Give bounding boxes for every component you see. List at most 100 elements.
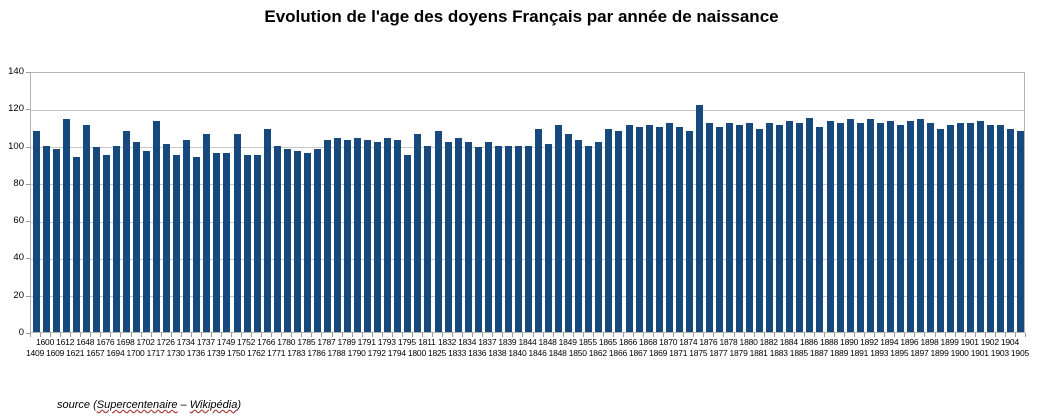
bar <box>424 145 432 332</box>
x-axis-tick <box>120 333 122 337</box>
bar <box>404 154 412 332</box>
x-axis-label: 1866 <box>608 348 627 358</box>
x-axis-label: 1865 <box>598 337 617 347</box>
x-axis-tick <box>321 333 323 337</box>
x-axis-label: 1882 <box>759 337 778 347</box>
x-axis-label: 1894 <box>880 337 899 347</box>
x-axis-label: 1766 <box>257 337 276 347</box>
bar <box>726 123 733 332</box>
x-axis-tick <box>683 333 685 337</box>
bar <box>283 149 291 332</box>
x-axis-label: 1905 <box>1010 348 1030 358</box>
chart-title: Evolution de l'age des doyens Français p… <box>264 7 779 26</box>
bar <box>344 139 352 332</box>
x-axis-tick <box>421 333 423 337</box>
x-axis-tick <box>60 333 62 337</box>
x-axis-tick <box>291 333 293 337</box>
x-axis-tick <box>432 333 434 337</box>
x-axis-label: 1736 <box>186 348 205 358</box>
x-axis-label: 1811 <box>418 337 436 347</box>
x-axis-label: 1600 <box>36 337 55 347</box>
x-axis-tick <box>231 333 232 337</box>
x-axis-label: 1788 <box>327 348 346 358</box>
x-axis-tick <box>612 333 614 337</box>
x-axis-label: 1874 <box>679 337 698 347</box>
x-axis-label: 1887 <box>809 348 828 358</box>
bar <box>122 130 130 332</box>
x-axis-tick <box>733 333 735 337</box>
bar <box>334 138 342 332</box>
x-axis-label: 1702 <box>136 337 155 347</box>
bar <box>364 139 372 332</box>
x-axis-label: 1792 <box>367 348 386 358</box>
x-axis-tick <box>251 333 253 337</box>
bar <box>62 119 70 332</box>
x-axis-tick <box>261 333 263 337</box>
x-axis-tick <box>964 333 966 337</box>
source-separator: – <box>177 399 190 411</box>
bar <box>886 121 894 332</box>
x-axis-tick <box>673 333 675 337</box>
x-axis-label: 1834 <box>458 337 477 347</box>
x-axis-label: 1790 <box>347 348 366 358</box>
bar <box>776 125 784 332</box>
x-axis-label: 1794 <box>387 348 406 358</box>
x-axis-tick <box>884 333 886 337</box>
x-axis-tick <box>522 333 524 337</box>
bar <box>374 141 382 332</box>
bar <box>112 145 120 332</box>
x-axis-tick <box>954 333 956 337</box>
x-axis-label: 1891 <box>850 348 869 358</box>
x-axis-tick <box>844 333 846 337</box>
bar <box>102 154 110 332</box>
x-axis-label: 1795 <box>397 337 416 347</box>
bar <box>263 128 271 332</box>
x-axis-tick <box>823 333 825 337</box>
x-axis-tick <box>582 333 584 337</box>
bar <box>947 125 955 332</box>
y-axis-label: 120 <box>8 103 24 115</box>
x-axis-label: 1862 <box>588 348 607 358</box>
x-axis-label: 1739 <box>206 348 225 358</box>
x-axis-tick <box>783 333 785 337</box>
bar <box>394 139 402 332</box>
bar <box>173 154 181 332</box>
y-axis-label: 140 <box>8 66 24 77</box>
bar <box>916 119 924 332</box>
y-axis-label: 80 <box>13 177 24 189</box>
bar <box>595 141 603 332</box>
x-axis-label: 1836 <box>468 348 487 358</box>
bar <box>153 121 161 332</box>
plot-area <box>30 72 1025 333</box>
x-axis-label: 1825 <box>427 348 447 358</box>
x-axis-tick <box>462 333 464 337</box>
bar <box>756 128 764 332</box>
x-axis-label: 1848 <box>538 337 557 347</box>
bar <box>605 128 613 332</box>
x-axis-tick <box>834 333 836 337</box>
bar <box>143 151 151 332</box>
x-axis-tick <box>854 333 856 337</box>
bar <box>484 141 492 332</box>
bar <box>665 123 673 332</box>
source-note: source (Supercentenaire – Wikipédia) <box>57 399 241 411</box>
y-axis-label: 40 <box>13 252 24 264</box>
x-axis-label: 1648 <box>76 337 95 347</box>
bar <box>72 156 80 332</box>
y-axis-tick <box>26 146 30 148</box>
x-axis-tick <box>241 333 243 337</box>
x-axis-tick <box>562 333 564 337</box>
bar <box>535 128 543 332</box>
bar <box>856 123 864 332</box>
x-axis-tick <box>803 333 805 337</box>
x-axis-tick <box>220 333 222 337</box>
x-axis-label: 1791 <box>357 337 376 347</box>
x-axis-tick <box>874 333 876 337</box>
bar <box>786 121 794 332</box>
bar <box>866 119 874 332</box>
x-axis-label: 1886 <box>799 337 818 347</box>
x-axis-tick <box>130 333 132 337</box>
bar <box>1007 128 1015 332</box>
x-axis-tick <box>502 333 504 337</box>
x-axis-label: 1771 <box>267 348 286 358</box>
